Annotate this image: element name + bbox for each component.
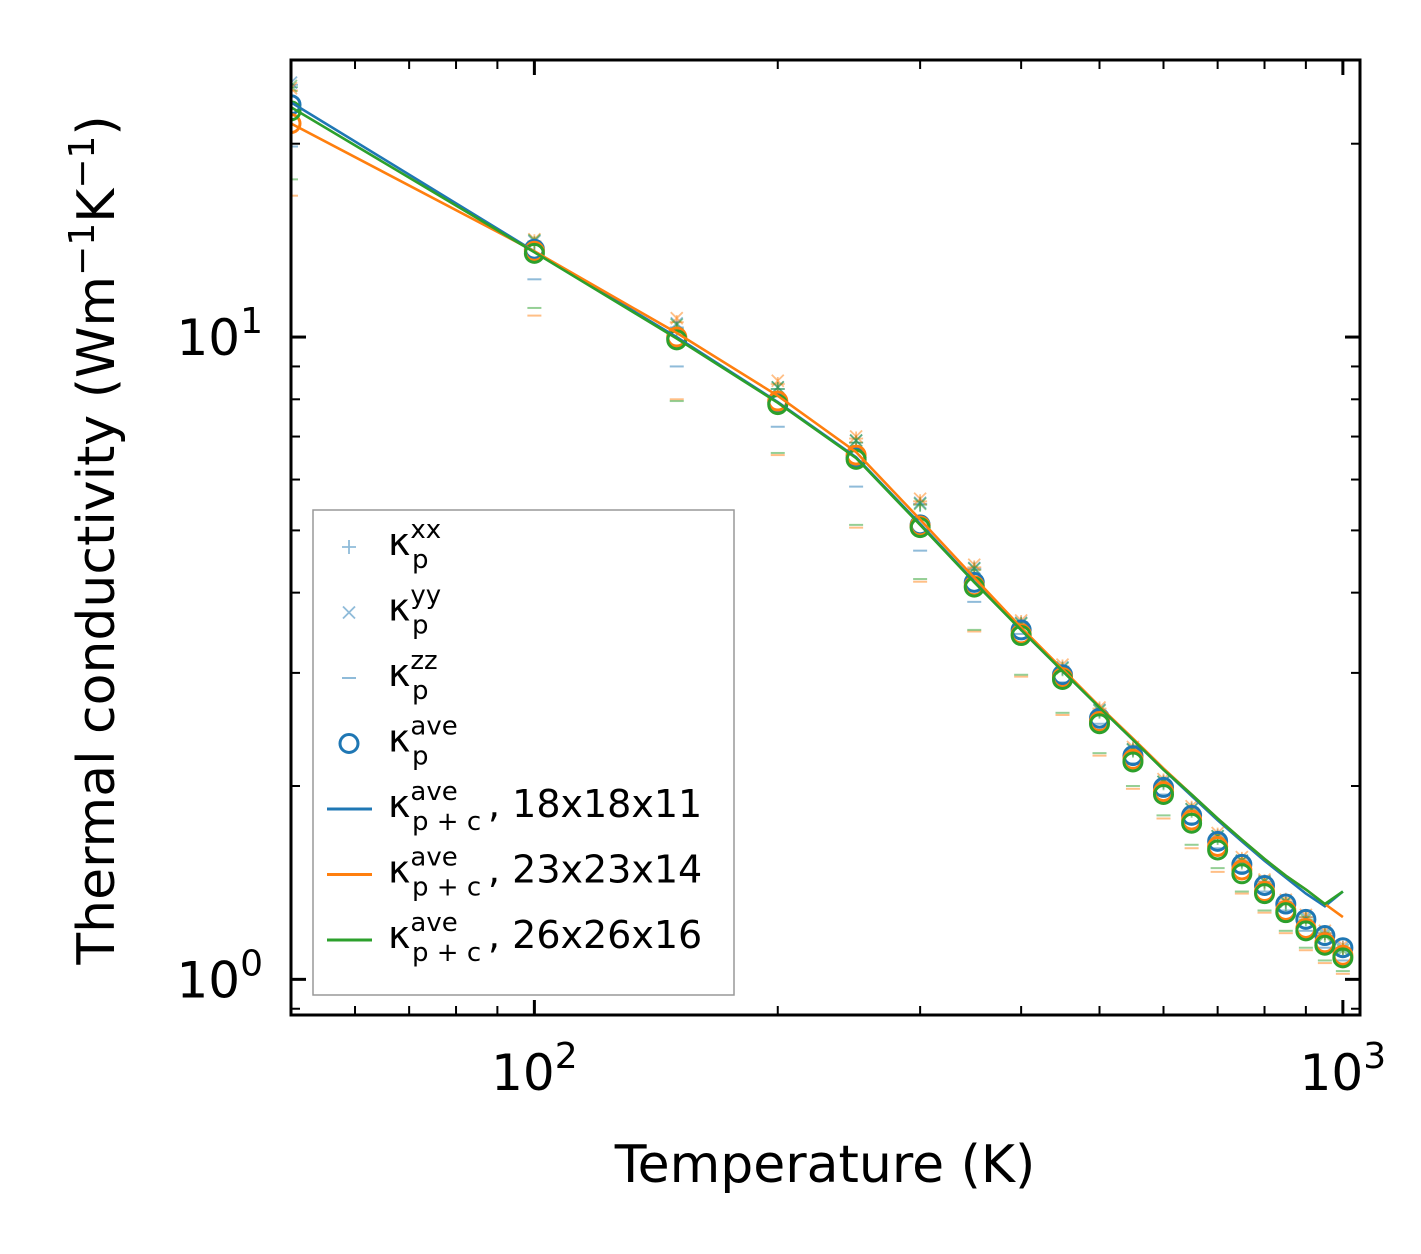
series-dash--p-zz-23x23x14-: [291, 194, 1350, 975]
axes: 102 103 100 101: [176, 58, 1387, 1102]
data-point: [845, 448, 867, 470]
legend-label: κzz p: [388, 646, 438, 706]
series-line--p-c-ave-26x26x16: [291, 106, 1344, 906]
data-point: [1231, 853, 1253, 875]
legend-entry: κave p + c, 23x23x14: [327, 843, 702, 903]
data-point: [849, 433, 863, 448]
data-point: [670, 311, 684, 325]
legend-marker-swatch: [342, 540, 356, 554]
data-point: [1275, 893, 1297, 915]
legend-entry: κave p + c, 18x18x11: [327, 777, 702, 837]
ticks: [290, 60, 1360, 1015]
data-point: [291, 94, 302, 116]
x-tick-label: 103: [1300, 1036, 1387, 1102]
legend-entry: κyy p: [342, 581, 441, 641]
legend-label: κave p + c, 26x26x16: [388, 908, 702, 968]
data-point: [913, 497, 927, 511]
data-point: [1332, 947, 1354, 969]
data-point: [1231, 863, 1253, 885]
data-point: [913, 492, 927, 506]
data-point: [1314, 934, 1336, 956]
data-point: [1122, 751, 1144, 773]
data-point: [967, 558, 981, 572]
data-point: [291, 100, 302, 122]
legend-entry: κzz p: [342, 646, 438, 706]
data-point: [291, 113, 302, 135]
axes-frame: [289, 58, 1362, 1017]
data-point: [291, 81, 298, 95]
legend-label: κyy p: [388, 581, 441, 641]
data-point: [1181, 812, 1203, 834]
data-point: [1295, 920, 1317, 942]
series-circle--p-ave-26x26x16-: [291, 100, 1354, 969]
legend-marker-swatch: [338, 733, 360, 754]
data-point: [1088, 713, 1110, 735]
legend-label: κave p + c, 23x23x14: [388, 843, 702, 903]
y-axis-label: Thermal conductivity (Wm−1K−1): [62, 115, 127, 965]
legend-entry: κxx p: [342, 515, 441, 575]
y-label-exp2: −1: [62, 136, 103, 189]
x-axis-label: Temperature (K): [614, 1135, 1036, 1195]
legend-entry: κave p: [338, 712, 458, 772]
data-point: [771, 374, 785, 388]
data-point: [1314, 925, 1336, 947]
y-label-mid: K: [67, 187, 127, 223]
data-point: [523, 242, 545, 264]
data-point: [291, 75, 298, 90]
y-label-close: ): [67, 115, 127, 135]
x-tick-label: 102: [491, 1036, 578, 1102]
legend-entry: κave p + c, 26x26x16: [327, 908, 702, 968]
y-label-exp1: −1: [62, 223, 103, 276]
plot-area: [291, 75, 1354, 975]
legend-label: κave p: [388, 712, 458, 772]
legend-label: κave p + c, 18x18x11: [388, 777, 702, 837]
series-dash--p-zz-26x26x16-: [291, 178, 1350, 973]
data-point: [1207, 839, 1229, 861]
data-point: [1153, 783, 1175, 805]
svg-text:Thermal conductivity (Wm−1K−1): Thermal conductivity (Wm−1K−1): [62, 115, 127, 965]
legend-marker-swatch: [342, 605, 356, 620]
data-point: [1254, 883, 1276, 905]
y-tick-label: 100: [176, 943, 263, 1009]
data-point: [849, 429, 863, 444]
data-point: [1254, 874, 1276, 896]
plot-content: [291, 75, 1354, 975]
legend-label: κxx p: [388, 515, 441, 575]
y-tick-label: 101: [176, 301, 263, 367]
data-point: [1295, 908, 1317, 930]
data-point: [291, 79, 298, 93]
legend-box: [312, 509, 735, 996]
data-point: [1275, 902, 1297, 924]
y-label-main: Thermal conductivity (Wm: [67, 276, 127, 966]
